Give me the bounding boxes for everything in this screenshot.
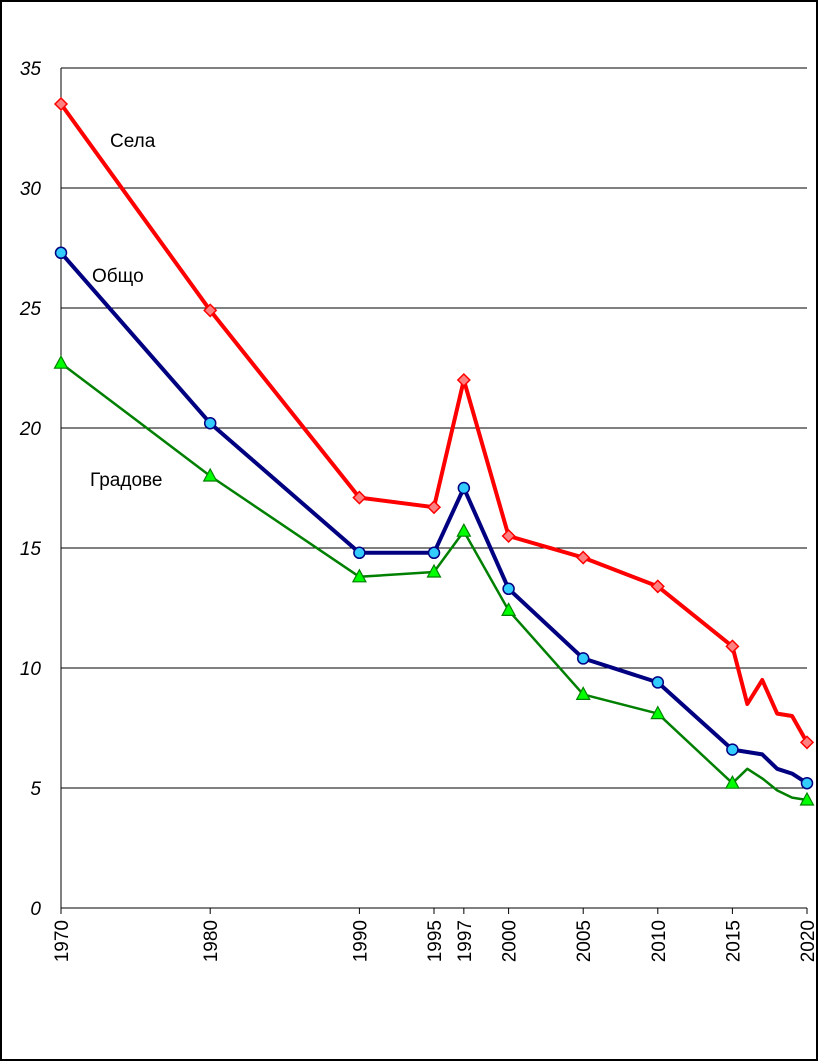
y-tick-label: 5 xyxy=(30,779,41,800)
data-point-triangle xyxy=(724,774,740,789)
data-point-diamond xyxy=(203,303,218,318)
data-point-circle xyxy=(457,481,471,495)
data-point-circle xyxy=(576,652,590,665)
x-tick-label: 2005 xyxy=(574,920,595,962)
data-point-circle xyxy=(54,246,68,260)
data-point-triangle xyxy=(426,563,442,578)
x-tick-label: 1980 xyxy=(201,920,222,962)
data-point-diamond xyxy=(576,550,591,565)
data-point-diamond xyxy=(426,500,442,515)
data-point-circle xyxy=(651,676,665,689)
y-tick-label: 35 xyxy=(20,59,42,80)
data-point-circle xyxy=(502,582,515,596)
data-point-diamond xyxy=(725,639,740,654)
data-point-triangle xyxy=(351,568,367,583)
series-label: Градове xyxy=(90,470,162,491)
x-tick-label: 1990 xyxy=(350,920,371,962)
y-tick-label: 20 xyxy=(19,419,42,440)
x-tick-label: 2000 xyxy=(500,920,521,962)
y-tick-label: 0 xyxy=(30,899,41,920)
series-label: Общо xyxy=(92,266,144,287)
data-point-triangle xyxy=(650,705,666,720)
series-line xyxy=(59,250,809,786)
data-point-circle xyxy=(800,776,814,790)
x-tick-label: 2015 xyxy=(723,920,744,962)
data-point-diamond xyxy=(352,490,367,505)
data-point-circle xyxy=(427,546,441,560)
series-line xyxy=(59,102,809,745)
x-tick-label: 1970 xyxy=(52,920,73,962)
y-tick-label: 25 xyxy=(19,299,42,320)
data-point-triangle xyxy=(799,791,815,806)
data-point-triangle xyxy=(202,467,218,482)
y-tick-label: 10 xyxy=(20,659,42,680)
data-point-diamond xyxy=(456,372,471,388)
x-tick-label: 2010 xyxy=(649,920,670,962)
data-point-circle xyxy=(203,416,217,430)
y-tick-label: 30 xyxy=(20,179,42,200)
data-point-triangle xyxy=(575,686,591,701)
x-tick-label: 2020 xyxy=(798,920,818,962)
y-tick-label: 15 xyxy=(20,539,42,560)
series-line xyxy=(59,361,809,802)
data-point-diamond xyxy=(650,579,665,594)
data-point-triangle xyxy=(53,354,69,369)
data-point-triangle xyxy=(501,602,517,617)
data-point-diamond xyxy=(53,96,69,112)
data-point-circle xyxy=(353,546,366,560)
x-tick-label: 1997 xyxy=(455,920,476,962)
series-label: Села xyxy=(110,131,156,152)
data-point-diamond xyxy=(501,528,516,544)
data-point-circle xyxy=(726,743,739,756)
x-tick-label: 1995 xyxy=(425,920,446,962)
data-point-triangle xyxy=(456,522,472,537)
data-point-diamond xyxy=(799,735,815,750)
